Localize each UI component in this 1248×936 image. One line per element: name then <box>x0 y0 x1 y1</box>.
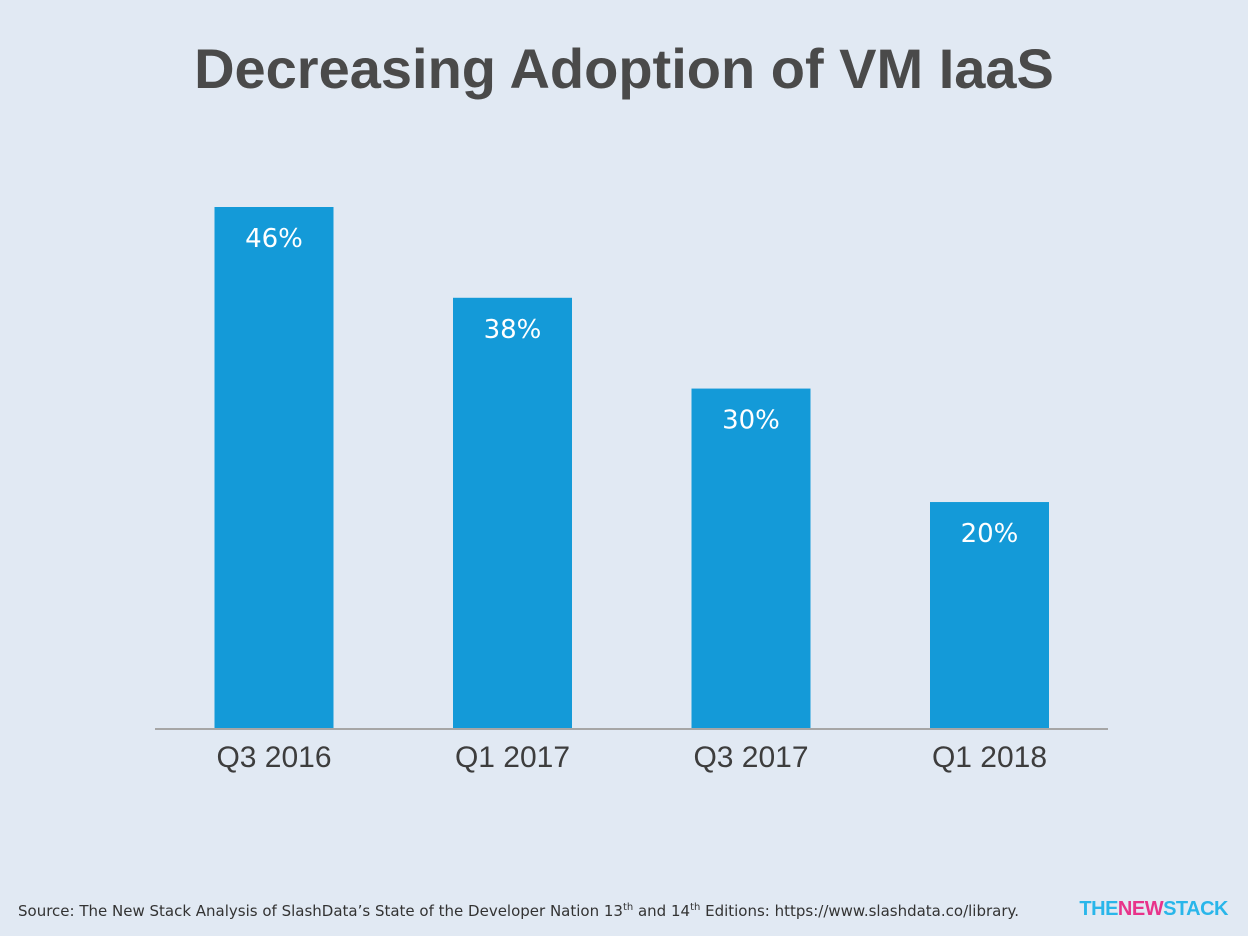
data-label: 46% <box>245 224 303 254</box>
x-tick-label: Q3 2016 <box>216 741 331 774</box>
bar-q3-2016 <box>214 207 334 729</box>
source-text-3: Editions: https://www.slashdata.co/libra… <box>700 902 1020 920</box>
the-new-stack-logo: THENEWSTACK <box>1079 898 1228 921</box>
source-footnote: Source: The New Stack Analysis of SlashD… <box>18 902 1019 920</box>
bar-chart: 46% 38% 30% 20% Q3 2016 Q1 2017 Q3 2017 Q1 201… <box>155 207 1108 774</box>
logo-stack: STACK <box>1163 898 1228 920</box>
source-text-1: Source: The New Stack Analysis of SlashD… <box>18 902 623 920</box>
bar-q1-2018 <box>930 502 1049 729</box>
logo-the: THE <box>1079 898 1118 920</box>
data-label: 30% <box>722 406 780 436</box>
superscript-th-1: th <box>622 902 634 913</box>
bar-q1-2017 <box>453 297 572 729</box>
x-tick-label: Q1 2017 <box>455 741 570 774</box>
x-tick-labels: Q3 2016 Q1 2017 Q3 2017 Q1 2018 <box>216 741 1047 774</box>
data-label: 38% <box>484 315 542 345</box>
superscript-th-2: th <box>690 902 701 913</box>
logo-new: NEW <box>1117 898 1164 920</box>
bars-group: 46% 38% 30% 20% <box>214 207 1049 729</box>
x-tick-label: Q3 2017 <box>693 741 808 774</box>
source-text-2: and 14 <box>633 902 691 920</box>
chart-title: Decreasing Adoption of VM IaaS <box>194 37 1054 100</box>
data-label: 20% <box>961 519 1019 549</box>
bar-q3-2017 <box>691 388 811 729</box>
x-tick-label: Q1 2018 <box>932 741 1047 774</box>
